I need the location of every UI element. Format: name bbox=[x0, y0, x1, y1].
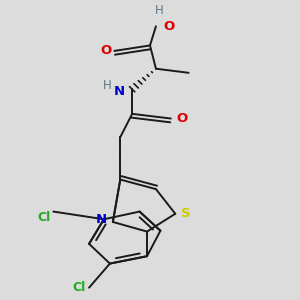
Text: N: N bbox=[96, 213, 107, 226]
Text: Cl: Cl bbox=[73, 281, 86, 294]
Text: N: N bbox=[114, 85, 125, 98]
Text: O: O bbox=[100, 44, 111, 57]
Text: H: H bbox=[103, 79, 111, 92]
Text: O: O bbox=[164, 20, 175, 33]
Text: H: H bbox=[154, 4, 163, 17]
Text: O: O bbox=[177, 112, 188, 125]
Text: Cl: Cl bbox=[37, 211, 50, 224]
Text: S: S bbox=[181, 207, 191, 220]
